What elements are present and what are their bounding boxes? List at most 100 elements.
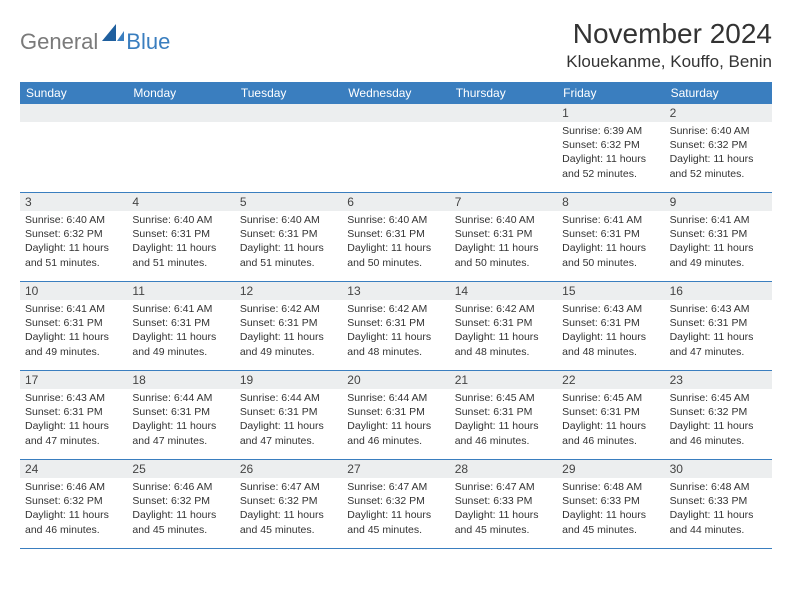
sunrise-text: Sunrise: 6:48 AM [562, 480, 659, 494]
sunrise-text: Sunrise: 6:44 AM [132, 391, 229, 405]
day-number: 18 [127, 371, 234, 389]
sunset-text: Sunset: 6:31 PM [132, 316, 229, 330]
day-details: Sunrise: 6:47 AMSunset: 6:32 PMDaylight:… [235, 478, 342, 541]
day-details: Sunrise: 6:44 AMSunset: 6:31 PMDaylight:… [235, 389, 342, 452]
daylight-text: Daylight: 11 hours and 51 minutes. [132, 241, 229, 269]
empty-day-number [20, 104, 127, 122]
day-number: 27 [342, 460, 449, 478]
daylight-text: Daylight: 11 hours and 44 minutes. [670, 508, 767, 536]
sunset-text: Sunset: 6:33 PM [455, 494, 552, 508]
logo-text-blue: Blue [126, 29, 170, 55]
calendar-grid: SundayMondayTuesdayWednesdayThursdayFrid… [20, 82, 772, 549]
day-cell [450, 104, 557, 192]
sunrise-text: Sunrise: 6:46 AM [132, 480, 229, 494]
day-number: 19 [235, 371, 342, 389]
day-number: 2 [665, 104, 772, 122]
daylight-text: Daylight: 11 hours and 47 minutes. [240, 419, 337, 447]
sunset-text: Sunset: 6:32 PM [562, 138, 659, 152]
day-number: 21 [450, 371, 557, 389]
week-row: 3Sunrise: 6:40 AMSunset: 6:32 PMDaylight… [20, 193, 772, 282]
title-block: November 2024 Klouekanme, Kouffo, Benin [566, 18, 772, 72]
day-cell [20, 104, 127, 192]
sunset-text: Sunset: 6:33 PM [562, 494, 659, 508]
weekday-header: Wednesday [342, 82, 449, 104]
sunrise-text: Sunrise: 6:39 AM [562, 124, 659, 138]
weekday-header: Sunday [20, 82, 127, 104]
daylight-text: Daylight: 11 hours and 50 minutes. [455, 241, 552, 269]
daylight-text: Daylight: 11 hours and 51 minutes. [240, 241, 337, 269]
sunrise-text: Sunrise: 6:41 AM [25, 302, 122, 316]
day-number: 16 [665, 282, 772, 300]
day-cell: 8Sunrise: 6:41 AMSunset: 6:31 PMDaylight… [557, 193, 664, 281]
sunset-text: Sunset: 6:31 PM [455, 227, 552, 241]
day-cell: 21Sunrise: 6:45 AMSunset: 6:31 PMDayligh… [450, 371, 557, 459]
daylight-text: Daylight: 11 hours and 45 minutes. [562, 508, 659, 536]
day-number: 7 [450, 193, 557, 211]
sunrise-text: Sunrise: 6:47 AM [455, 480, 552, 494]
sunset-text: Sunset: 6:32 PM [240, 494, 337, 508]
day-cell: 23Sunrise: 6:45 AMSunset: 6:32 PMDayligh… [665, 371, 772, 459]
day-details: Sunrise: 6:43 AMSunset: 6:31 PMDaylight:… [665, 300, 772, 363]
daylight-text: Daylight: 11 hours and 46 minutes. [25, 508, 122, 536]
day-cell: 25Sunrise: 6:46 AMSunset: 6:32 PMDayligh… [127, 460, 234, 548]
day-cell: 18Sunrise: 6:44 AMSunset: 6:31 PMDayligh… [127, 371, 234, 459]
empty-day-number [450, 104, 557, 122]
logo-text-general: General [20, 29, 98, 55]
header: General Blue November 2024 Klouekanme, K… [20, 18, 772, 72]
day-number: 11 [127, 282, 234, 300]
day-cell: 19Sunrise: 6:44 AMSunset: 6:31 PMDayligh… [235, 371, 342, 459]
day-details: Sunrise: 6:46 AMSunset: 6:32 PMDaylight:… [20, 478, 127, 541]
sunset-text: Sunset: 6:31 PM [240, 227, 337, 241]
sunrise-text: Sunrise: 6:41 AM [132, 302, 229, 316]
logo-sail-icon [102, 24, 124, 47]
sunrise-text: Sunrise: 6:44 AM [347, 391, 444, 405]
day-cell: 5Sunrise: 6:40 AMSunset: 6:31 PMDaylight… [235, 193, 342, 281]
sunset-text: Sunset: 6:32 PM [132, 494, 229, 508]
day-cell: 6Sunrise: 6:40 AMSunset: 6:31 PMDaylight… [342, 193, 449, 281]
day-details: Sunrise: 6:48 AMSunset: 6:33 PMDaylight:… [557, 478, 664, 541]
daylight-text: Daylight: 11 hours and 52 minutes. [562, 152, 659, 180]
empty-day-number [235, 104, 342, 122]
sunset-text: Sunset: 6:31 PM [347, 405, 444, 419]
day-details: Sunrise: 6:43 AMSunset: 6:31 PMDaylight:… [557, 300, 664, 363]
day-details: Sunrise: 6:41 AMSunset: 6:31 PMDaylight:… [665, 211, 772, 274]
sunrise-text: Sunrise: 6:43 AM [25, 391, 122, 405]
daylight-text: Daylight: 11 hours and 50 minutes. [347, 241, 444, 269]
day-number: 24 [20, 460, 127, 478]
daylight-text: Daylight: 11 hours and 47 minutes. [132, 419, 229, 447]
empty-day-number [127, 104, 234, 122]
day-cell: 29Sunrise: 6:48 AMSunset: 6:33 PMDayligh… [557, 460, 664, 548]
sunset-text: Sunset: 6:31 PM [670, 316, 767, 330]
weekday-header: Thursday [450, 82, 557, 104]
day-details: Sunrise: 6:42 AMSunset: 6:31 PMDaylight:… [235, 300, 342, 363]
daylight-text: Daylight: 11 hours and 49 minutes. [670, 241, 767, 269]
daylight-text: Daylight: 11 hours and 49 minutes. [132, 330, 229, 358]
day-cell: 3Sunrise: 6:40 AMSunset: 6:32 PMDaylight… [20, 193, 127, 281]
sunrise-text: Sunrise: 6:45 AM [562, 391, 659, 405]
sunrise-text: Sunrise: 6:42 AM [240, 302, 337, 316]
sunset-text: Sunset: 6:32 PM [347, 494, 444, 508]
day-details: Sunrise: 6:45 AMSunset: 6:32 PMDaylight:… [665, 389, 772, 452]
day-number: 20 [342, 371, 449, 389]
daylight-text: Daylight: 11 hours and 49 minutes. [240, 330, 337, 358]
day-details: Sunrise: 6:44 AMSunset: 6:31 PMDaylight:… [127, 389, 234, 452]
day-cell: 22Sunrise: 6:45 AMSunset: 6:31 PMDayligh… [557, 371, 664, 459]
weekday-header-row: SundayMondayTuesdayWednesdayThursdayFrid… [20, 82, 772, 104]
day-details: Sunrise: 6:41 AMSunset: 6:31 PMDaylight:… [557, 211, 664, 274]
daylight-text: Daylight: 11 hours and 48 minutes. [562, 330, 659, 358]
day-details: Sunrise: 6:45 AMSunset: 6:31 PMDaylight:… [557, 389, 664, 452]
sunset-text: Sunset: 6:33 PM [670, 494, 767, 508]
day-number: 17 [20, 371, 127, 389]
logo: General Blue [20, 18, 170, 59]
day-number: 10 [20, 282, 127, 300]
day-number: 28 [450, 460, 557, 478]
sunrise-text: Sunrise: 6:40 AM [670, 124, 767, 138]
sunrise-text: Sunrise: 6:43 AM [670, 302, 767, 316]
daylight-text: Daylight: 11 hours and 48 minutes. [347, 330, 444, 358]
day-cell: 1Sunrise: 6:39 AMSunset: 6:32 PMDaylight… [557, 104, 664, 192]
day-cell: 10Sunrise: 6:41 AMSunset: 6:31 PMDayligh… [20, 282, 127, 370]
sunrise-text: Sunrise: 6:43 AM [562, 302, 659, 316]
day-cell: 20Sunrise: 6:44 AMSunset: 6:31 PMDayligh… [342, 371, 449, 459]
day-cell [342, 104, 449, 192]
day-cell: 2Sunrise: 6:40 AMSunset: 6:32 PMDaylight… [665, 104, 772, 192]
